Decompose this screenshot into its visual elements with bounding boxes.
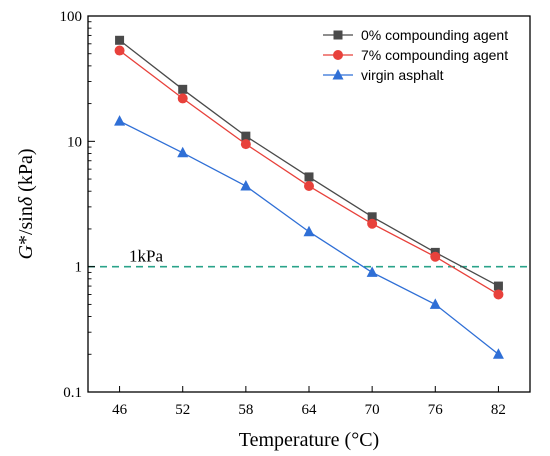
series-1: [115, 35, 503, 291]
data-point: [492, 348, 504, 359]
x-tick-label: 52: [175, 402, 190, 418]
data-point: [429, 298, 441, 309]
series-3: [114, 115, 504, 359]
legend-label: 0% compounding agent: [361, 27, 508, 43]
y-tick-label: 100: [60, 9, 83, 25]
legend-marker: [333, 30, 343, 40]
legend-label: 7% compounding agent: [361, 47, 508, 63]
data-point: [366, 266, 378, 277]
reference-line-label: 1kPa: [129, 247, 163, 266]
data-point: [177, 146, 189, 158]
x-tick-label: 46: [112, 402, 128, 418]
series-2: [114, 45, 504, 300]
data-point: [304, 181, 314, 192]
y-axis-title-mid: */sin: [15, 206, 37, 245]
data-point: [430, 251, 441, 262]
y-axis-title-symbol: G: [15, 244, 37, 259]
data-point: [304, 172, 314, 182]
data-point: [240, 180, 252, 191]
x-tick-label: 76: [428, 402, 444, 418]
legend: 0% compounding agent 7% compounding agent…: [323, 27, 508, 83]
data-point: [493, 281, 503, 291]
x-axis-title: Temperature (°C): [239, 429, 379, 451]
x-tick-label: 70: [365, 402, 380, 418]
legend-label: virgin asphalt: [361, 67, 444, 83]
legend-marker: [332, 69, 344, 80]
y-tick-label: 10: [67, 134, 82, 150]
ticks-layer: 46 52 58 64 70 76 82 0.1 1 10 100: [60, 9, 506, 418]
plot-frame: [87, 15, 531, 393]
y-axis-title-unit: (kPa): [15, 149, 37, 197]
data-point: [241, 131, 251, 141]
data-point: [367, 218, 378, 229]
x-tick-label: 58: [238, 402, 253, 418]
y-axis-title: G*/sinδ (kPa): [15, 149, 37, 260]
data-point: [367, 212, 377, 222]
x-tick-label: 64: [302, 402, 318, 418]
data-point: [240, 139, 251, 150]
data-point: [114, 45, 125, 56]
data-point: [115, 35, 125, 45]
data-point: [493, 289, 504, 300]
series-layer: [114, 35, 504, 359]
y-axis-title-delta: δ: [15, 196, 37, 206]
y-tick-label: 0.1: [63, 385, 82, 401]
data-point: [303, 225, 315, 237]
y-tick-label: 1: [75, 260, 83, 276]
data-point: [178, 84, 188, 94]
data-point: [177, 93, 188, 104]
series-line: [119, 120, 499, 355]
reference-line-layer: 1kPa: [88, 247, 530, 268]
data-point: [114, 115, 126, 126]
x-tick-label: 82: [491, 402, 506, 418]
legend-marker: [333, 50, 343, 60]
